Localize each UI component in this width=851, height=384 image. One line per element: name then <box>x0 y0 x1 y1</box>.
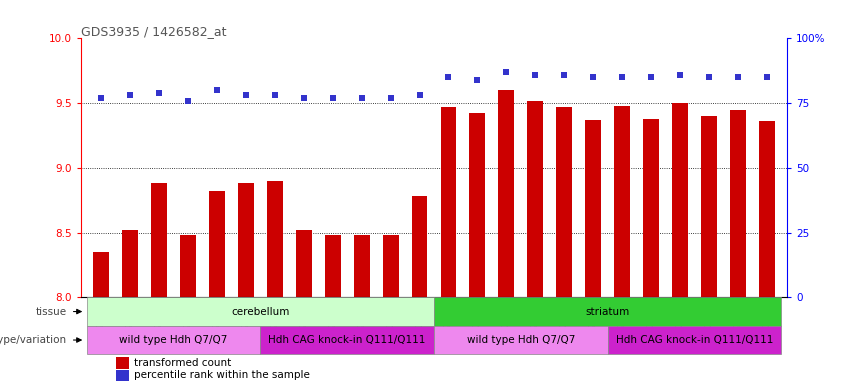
Point <box>644 74 658 80</box>
Bar <box>116 370 129 381</box>
Bar <box>412 196 427 297</box>
Bar <box>296 230 311 297</box>
Bar <box>93 252 109 297</box>
Bar <box>238 184 254 297</box>
Bar <box>441 107 456 297</box>
Point <box>123 92 137 98</box>
Point <box>152 90 166 96</box>
Bar <box>643 119 659 297</box>
Bar <box>151 184 167 297</box>
Bar <box>672 103 688 297</box>
Bar <box>470 114 485 297</box>
Bar <box>608 326 781 354</box>
Text: percentile rank within the sample: percentile rank within the sample <box>134 371 310 381</box>
Point <box>500 69 513 75</box>
Bar <box>383 235 398 297</box>
Bar <box>116 357 129 369</box>
Bar <box>557 107 572 297</box>
Point <box>673 71 687 78</box>
Text: Hdh CAG knock-in Q111/Q111: Hdh CAG knock-in Q111/Q111 <box>616 335 774 345</box>
Point <box>760 74 774 80</box>
Bar <box>267 181 283 297</box>
Bar <box>260 326 434 354</box>
Bar <box>585 120 601 297</box>
Text: tissue: tissue <box>35 306 66 316</box>
Point <box>615 74 629 80</box>
Bar <box>528 101 543 297</box>
Bar <box>87 297 434 326</box>
Text: cerebellum: cerebellum <box>231 306 289 316</box>
Point <box>702 74 716 80</box>
Point <box>94 95 108 101</box>
Text: striatum: striatum <box>585 306 630 316</box>
Bar <box>122 230 138 297</box>
Point <box>528 71 542 78</box>
Point <box>557 71 571 78</box>
Bar <box>701 116 717 297</box>
Bar <box>759 121 775 297</box>
Text: Hdh CAG knock-in Q111/Q111: Hdh CAG knock-in Q111/Q111 <box>268 335 426 345</box>
Point <box>297 95 311 101</box>
Point <box>731 74 745 80</box>
Bar <box>325 235 340 297</box>
Point <box>181 98 195 104</box>
Bar <box>434 326 608 354</box>
Bar <box>87 326 260 354</box>
Point <box>586 74 600 80</box>
Bar <box>209 191 225 297</box>
Bar <box>354 235 369 297</box>
Text: wild type Hdh Q7/Q7: wild type Hdh Q7/Q7 <box>119 335 228 345</box>
Point <box>442 74 455 80</box>
Bar <box>730 109 746 297</box>
Bar <box>180 235 196 297</box>
Point <box>413 92 426 98</box>
Text: GDS3935 / 1426582_at: GDS3935 / 1426582_at <box>81 25 226 38</box>
Point <box>210 87 224 93</box>
Bar <box>499 90 514 297</box>
Point <box>355 95 368 101</box>
Text: genotype/variation: genotype/variation <box>0 335 66 345</box>
Bar <box>434 297 781 326</box>
Text: transformed count: transformed count <box>134 358 231 367</box>
Point <box>384 95 397 101</box>
Text: wild type Hdh Q7/Q7: wild type Hdh Q7/Q7 <box>466 335 575 345</box>
Point <box>326 95 340 101</box>
Point <box>239 92 253 98</box>
Point <box>471 77 484 83</box>
Point <box>268 92 282 98</box>
Bar <box>614 106 630 297</box>
